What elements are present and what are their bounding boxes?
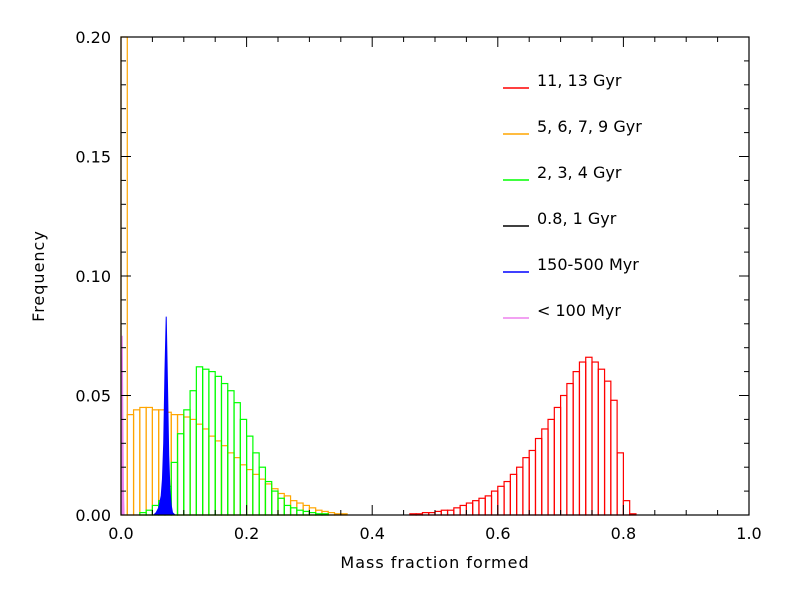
x-tick-label: 0.8 [611,524,636,543]
y-tick-label: 0.05 [75,387,111,406]
x-tick-label: 0.0 [108,524,133,543]
legend: 11, 13 Gyr 5, 6, 7, 9 Gyr 2, 3, 4 Gyr 0.8, … [503,71,642,320]
y-tick-label: 0.20 [75,28,111,47]
y-tick-label: 0.00 [75,506,111,525]
legend-label: 11, 13 Gyr [537,71,622,90]
x-axis-label: Mass fraction formed [340,553,529,572]
y-tick-label: 0.15 [75,148,111,167]
x-tick-label: 1.0 [736,524,761,543]
legend-label: 150-500 Myr [537,255,639,274]
x-tick-label: 0.4 [359,524,384,543]
legend-item: 11, 13 Gyr [503,71,622,90]
legend-item: 5, 6, 7, 9 Gyr [503,117,642,136]
legend-item: 150-500 Myr [503,255,639,274]
legend-item: < 100 Myr [503,301,621,320]
legend-label: 0.8, 1 Gyr [537,209,617,228]
series-4-area [152,316,177,516]
legend-item: 2, 3, 4 Gyr [503,163,622,182]
legend-label: 2, 3, 4 Gyr [537,163,622,182]
y-axis-label: Frequency [29,230,48,322]
y-tick-label: 0.10 [75,267,111,286]
legend-item: 0.8, 1 Gyr [503,209,617,228]
tick-layer: 0.0 0.2 0.4 0.6 0.8 1.0 0.00 0.05 0.10 0.15 0.20 [75,28,761,543]
x-tick-label: 0.6 [485,524,510,543]
x-tick-label: 0.2 [234,524,259,543]
legend-label: 5, 6, 7, 9 Gyr [537,117,642,136]
legend-label: < 100 Myr [537,301,621,320]
series-4 [152,316,177,516]
